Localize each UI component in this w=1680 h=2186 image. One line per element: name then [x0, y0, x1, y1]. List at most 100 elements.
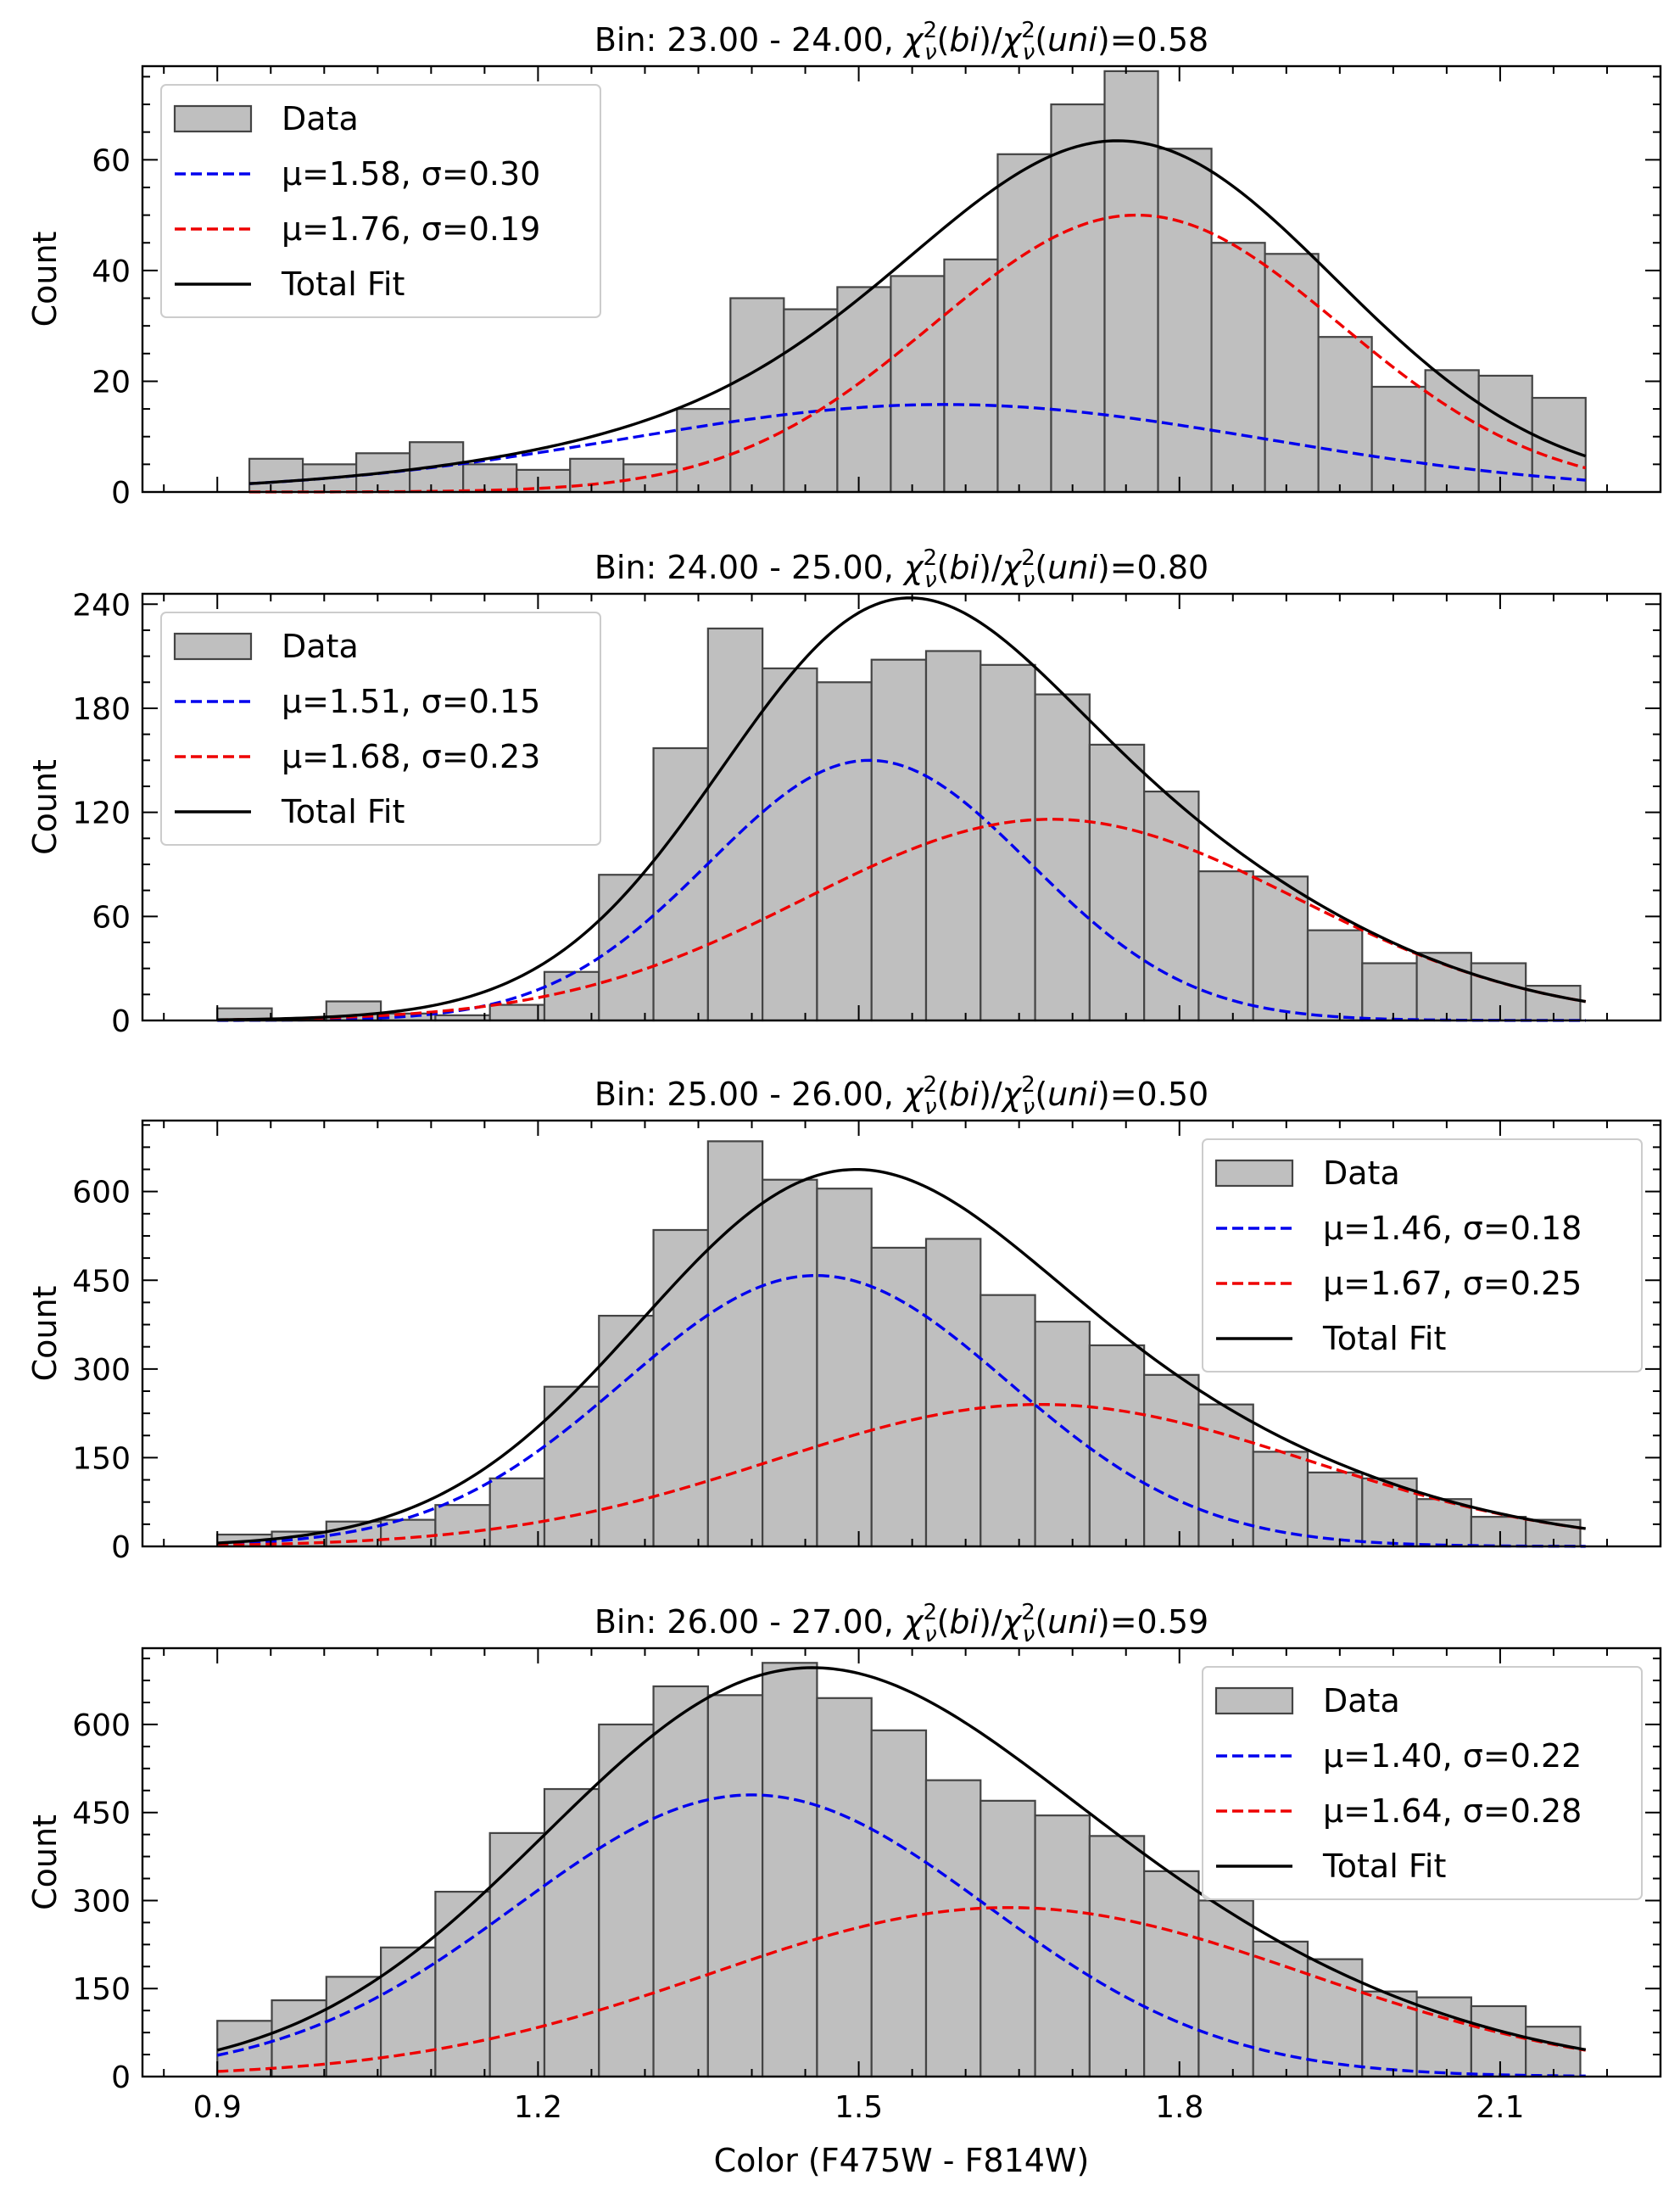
histogram-bar: [1424, 369, 1480, 494]
legend-box: [160, 84, 601, 318]
histogram-bar: [1317, 336, 1373, 494]
histogram-bar: [488, 1477, 546, 1548]
histogram-bars: [248, 70, 1587, 494]
legend: Data μ=1.51, σ=0.15 μ=1.68, σ=0.23 Total Fi…: [160, 612, 601, 846]
y-tick-label: 600: [72, 1176, 131, 1210]
y-tick-label: 0: [111, 2060, 131, 2095]
histogram-bar: [836, 286, 892, 494]
histogram-bar: [816, 1188, 873, 1548]
total-fit-line: [248, 139, 1587, 485]
legend-box: [1202, 1666, 1643, 1900]
legend-label: Total Fit: [1322, 1848, 1446, 1885]
histogram-bar: [706, 1140, 764, 1548]
histogram-bar: [1306, 929, 1364, 1022]
legend: Data μ=1.40, σ=0.22 μ=1.64, σ=0.28 Total Fi…: [1202, 1666, 1643, 1900]
x-tick-label: 1.5: [834, 2090, 883, 2125]
histogram-bar: [1470, 2004, 1527, 2078]
legend-label: Data: [282, 100, 359, 137]
histogram-bar: [434, 1504, 491, 1548]
histogram-bar: [1050, 103, 1106, 494]
gaussian-component-line: [216, 1793, 1586, 2078]
y-tick-label: 450: [72, 1797, 131, 1831]
legend-label: Total Fit: [1322, 1320, 1446, 1357]
histogram-bar: [1470, 962, 1527, 1022]
legend-swatch-data: [1214, 1686, 1294, 1715]
histogram-bar: [762, 1178, 818, 1548]
histogram-bar: [729, 297, 785, 494]
gaussian-component-line: [217, 1273, 1586, 1548]
x-tick-label: 2.1: [1476, 2090, 1524, 2125]
histogram-bar: [598, 1314, 655, 1548]
legend-label: μ=1.58, σ=0.30: [282, 155, 540, 193]
y-tick-label: 0: [111, 1530, 131, 1565]
panel-2: Bin: 24.00 - 25.00, χ2 ν(bi)/χ2 ν(uni)=0.8…: [26, 545, 1662, 1039]
y-tick-label: 120: [72, 797, 131, 831]
y-axis-label: Count: [26, 1286, 64, 1382]
histogram-bar: [488, 1831, 546, 2078]
histogram-bar: [1088, 1835, 1146, 2078]
gaussian-component-line: [217, 1906, 1587, 2073]
histogram-bar: [1210, 242, 1266, 494]
y-tick-label: 180: [72, 692, 131, 727]
axes-frame: [141, 1646, 1662, 2078]
histogram-bar: [1361, 1990, 1418, 2078]
panel-title: Bin: 24.00 - 25.00, χ2 ν(bi)/χ2 ν(uni)=0.8…: [594, 545, 1208, 593]
legend-label: μ=1.64, σ=0.28: [1323, 1792, 1582, 1830]
histogram-bar: [1525, 2026, 1582, 2078]
y-tick-label: 0: [111, 1004, 131, 1039]
legend-label: μ=1.51, σ=0.15: [282, 683, 540, 720]
axes-frame: [141, 64, 1662, 494]
legend-label: Total Fit: [281, 793, 405, 830]
histogram-bar: [1197, 1899, 1254, 2078]
histogram-bar: [924, 1238, 982, 1548]
y-tick-label: 450: [72, 1264, 131, 1299]
histogram-bars: [216, 1140, 1582, 1548]
y-tick-label: 40: [92, 254, 131, 289]
total-fit-line: [217, 1167, 1586, 1545]
y-tick-label: 300: [72, 1353, 131, 1388]
legend-box: [160, 612, 601, 846]
legend-label: μ=1.76, σ=0.19: [282, 210, 540, 248]
gaussian-component-line: [217, 818, 1587, 1021]
legend-label: μ=1.40, σ=0.22: [1323, 1737, 1582, 1775]
histogram-bar: [652, 746, 709, 1022]
y-axis-label: Count: [26, 759, 64, 855]
histogram-bar: [1034, 693, 1091, 1022]
histogram-bar: [870, 658, 928, 1022]
y-axis-label: Count: [26, 232, 64, 327]
legend-swatch-data: [1214, 1159, 1294, 1188]
histogram-bar: [816, 1697, 873, 2078]
x-tick-label: 1.2: [514, 2090, 562, 2125]
histogram-bar: [870, 1246, 928, 1548]
panel-1: Bin: 23.00 - 24.00, χ2 ν(bi)/χ2 ν(uni)=0.5…: [26, 18, 1662, 511]
histogram-bar: [598, 1723, 655, 2078]
total-fit-line: [216, 1666, 1587, 2052]
panel-4: Bin: 26.00 - 27.00, χ2 ν(bi)/χ2 ν(uni)=0.5…: [26, 1600, 1662, 2125]
y-tick-label: 300: [72, 1884, 131, 1919]
histogram-bar: [924, 650, 982, 1022]
y-axis-label: Count: [26, 1814, 64, 1910]
legend-label: μ=1.46, σ=0.18: [1323, 1210, 1582, 1247]
panel-title: Bin: 26.00 - 27.00, χ2 ν(bi)/χ2 ν(uni)=0.5…: [594, 1600, 1208, 1647]
histogram-bar: [706, 627, 764, 1022]
legend-swatch-data: [173, 104, 253, 133]
legend-label: μ=1.67, σ=0.25: [1323, 1265, 1582, 1302]
legend-label: μ=1.68, σ=0.23: [282, 738, 540, 775]
legend: Data μ=1.46, σ=0.18 μ=1.67, σ=0.25 Total Fi…: [1202, 1138, 1643, 1373]
gaussian-component-line: [217, 758, 1586, 1022]
histogram-bar: [870, 1729, 928, 2078]
histogram-bar: [1034, 1320, 1091, 1548]
histogram-bar: [462, 463, 518, 494]
histogram-bar: [762, 667, 818, 1022]
histogram-bar: [943, 258, 999, 494]
x-tick-label: 0.9: [193, 2090, 242, 2125]
histogram-bar: [676, 407, 732, 494]
histogram-bar: [488, 1004, 546, 1022]
total-fit-line: [217, 596, 1587, 1021]
panel-title: Bin: 25.00 - 26.00, χ2 ν(bi)/χ2 ν(uni)=0.5…: [594, 1072, 1208, 1120]
gaussian-component-line: [217, 1402, 1586, 1547]
y-tick-label: 0: [111, 476, 131, 511]
panel-3: Bin: 25.00 - 26.00, χ2 ν(bi)/χ2 ν(uni)=0.5…: [26, 1072, 1662, 1565]
x-tick-label: 1.8: [1155, 2090, 1203, 2125]
